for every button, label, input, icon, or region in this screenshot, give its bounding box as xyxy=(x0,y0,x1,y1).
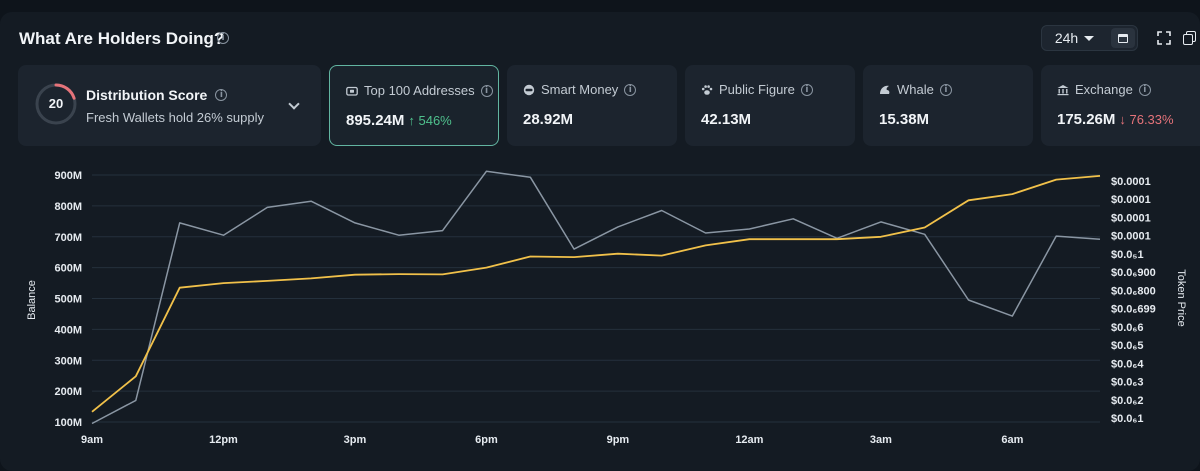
timeframe-dropdown[interactable]: 24h xyxy=(1042,26,1107,50)
y-tick-label: 400M xyxy=(54,324,82,336)
info-icon[interactable]: i xyxy=(217,32,229,44)
x-tick-label: 6am xyxy=(1001,434,1023,446)
y-right-tick-label: $0.0001 xyxy=(1111,231,1151,243)
copy-icon xyxy=(1182,31,1196,45)
change-down: ↓ 76.33% xyxy=(1119,112,1174,127)
distribution-score-card[interactable]: 20 Distribution Score i Fresh Wallets ho… xyxy=(18,65,321,146)
y-axis-right-title: Token Price xyxy=(1175,269,1187,326)
timeframe-group: 24h xyxy=(1041,25,1138,51)
card-label: Public Figure xyxy=(719,82,795,97)
card-exchange[interactable]: Exchange i 175.26M ↓ 76.33% xyxy=(1041,65,1200,146)
whale-icon xyxy=(880,85,890,94)
card-top-100-addresses[interactable]: Top 100 Addresses i 895.24M ↑ 546% xyxy=(329,65,499,146)
y-right-tick-label: $0.0₆900 xyxy=(1111,267,1156,279)
info-icon[interactable]: i xyxy=(480,84,493,97)
y-right-tick-label: $0.0₆4 xyxy=(1111,358,1144,370)
y-right-tick-label: $0.0₆2 xyxy=(1111,395,1144,407)
expand-button[interactable] xyxy=(1152,26,1176,50)
card-value: 15.38M xyxy=(879,111,930,128)
y-axis-left-title: Balance xyxy=(26,280,38,320)
y-right-tick-label: $0.0₆6 xyxy=(1111,322,1144,334)
x-tick-label: 3pm xyxy=(344,434,367,446)
y-right-tick-label: $0.0₆699 xyxy=(1111,304,1156,316)
x-tick-label: 9pm xyxy=(607,434,630,446)
distribution-score-title: Distribution Score i xyxy=(86,87,228,103)
expand-icon xyxy=(1157,31,1171,45)
calendar-button[interactable] xyxy=(1111,28,1135,48)
y-axis-left: 900M 800M 700M 600M 500M 400M 300M 200M 100M xyxy=(54,170,82,429)
info-icon[interactable]: i xyxy=(800,83,813,96)
series-line-1 xyxy=(91,175,1101,413)
card-smart-money[interactable]: Smart Money i 28.92M xyxy=(507,65,677,146)
chart-lines xyxy=(91,170,1101,425)
card-value: 28.92M xyxy=(523,111,574,128)
y-right-tick-label: $0.0₆5 xyxy=(1111,340,1144,352)
x-tick-label: 12pm xyxy=(209,434,238,446)
calendar-icon xyxy=(1118,33,1128,43)
series-line-0 xyxy=(91,170,1101,425)
page-title: What Are Holders Doing? xyxy=(19,29,225,48)
card-label: Exchange xyxy=(1075,82,1133,97)
y-right-tick-label: $0.0₆3 xyxy=(1111,377,1144,389)
info-icon[interactable]: i xyxy=(624,83,637,96)
y-right-tick-label: $0.0₆1 xyxy=(1111,413,1144,425)
card-whale[interactable]: Whale i 15.38M xyxy=(863,65,1033,146)
wallet-icon xyxy=(346,86,358,96)
distribution-score-value: 20 xyxy=(48,96,64,111)
x-tick-label: 9am xyxy=(81,434,103,446)
x-axis: 9am 12pm 3pm 6pm 9pm 12am 3am 6am xyxy=(81,434,1024,446)
y-tick-label: 500M xyxy=(54,294,82,306)
y-tick-label: 200M xyxy=(54,386,82,398)
bank-icon xyxy=(1057,84,1069,95)
info-icon[interactable]: i xyxy=(939,83,952,96)
y-tick-label: 300M xyxy=(54,355,82,367)
card-value: 175.26M xyxy=(1057,111,1116,128)
x-tick-label: 6pm xyxy=(475,434,498,446)
score-ring xyxy=(35,83,77,125)
card-value: 895.24M xyxy=(346,112,405,129)
copy-button[interactable] xyxy=(1177,26,1200,50)
distribution-subtitle: Fresh Wallets hold 26% supply xyxy=(86,110,264,125)
y-right-tick-label: $0.0₅1 xyxy=(1111,249,1144,261)
x-tick-label: 3am xyxy=(870,434,892,446)
paw-icon xyxy=(701,84,713,95)
y-right-tick-label: $0.0₆800 xyxy=(1111,285,1156,297)
y-right-tick-label: $0.0001 xyxy=(1111,176,1151,188)
y-tick-label: 700M xyxy=(54,232,82,244)
chart-grid xyxy=(92,174,1100,423)
change-up: ↑ 546% xyxy=(408,113,452,128)
caret-down-icon xyxy=(1084,35,1095,41)
smart-money-icon xyxy=(523,84,535,95)
card-label: Whale xyxy=(897,82,934,97)
y-tick-label: 800M xyxy=(54,201,82,213)
y-right-tick-label: $0.0001 xyxy=(1111,212,1151,224)
card-value: 42.13M xyxy=(701,111,752,128)
card-public-figure[interactable]: Public Figure i 42.13M xyxy=(685,65,855,146)
x-tick-label: 12am xyxy=(735,434,763,446)
y-axis-right: $0.0001 $0.0001 $0.0001 $0.0001 $0.0₅1 $0.0₆9… xyxy=(1111,176,1156,425)
y-tick-label: 600M xyxy=(54,263,82,275)
info-icon[interactable]: i xyxy=(215,89,228,101)
card-label: Top 100 Addresses xyxy=(364,83,475,98)
distribution-score-label: Distribution Score xyxy=(86,87,208,103)
y-tick-label: 100M xyxy=(54,417,82,429)
info-icon[interactable]: i xyxy=(1138,83,1151,96)
timeframe-label: 24h xyxy=(1054,30,1079,46)
y-tick-label: 900M xyxy=(54,170,82,182)
y-right-tick-label: $0.0001 xyxy=(1111,194,1151,206)
card-label: Smart Money xyxy=(541,82,619,97)
